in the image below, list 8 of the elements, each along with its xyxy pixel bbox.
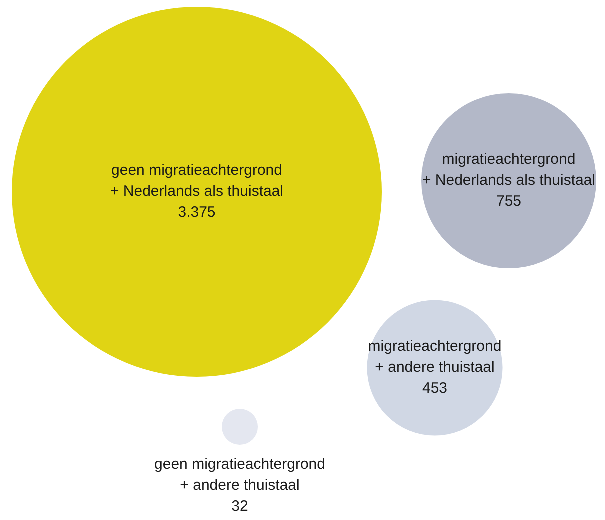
category-label: migratieachtergrond + Nederlands als thuistaal	[422, 151, 596, 190]
data-label: 32	[232, 498, 248, 516]
category-label: migratieachtergrond + andere thuistaal	[368, 338, 502, 376]
data-label: 453	[422, 380, 448, 398]
category-label: geen migratieachtergrond + Nederlands als thuistaal	[110, 162, 284, 200]
category-label: geen migratieachtergrond + andere thuistaal	[154, 456, 326, 494]
data-label: 755	[496, 193, 522, 210]
data-label: 3.375	[178, 204, 216, 222]
